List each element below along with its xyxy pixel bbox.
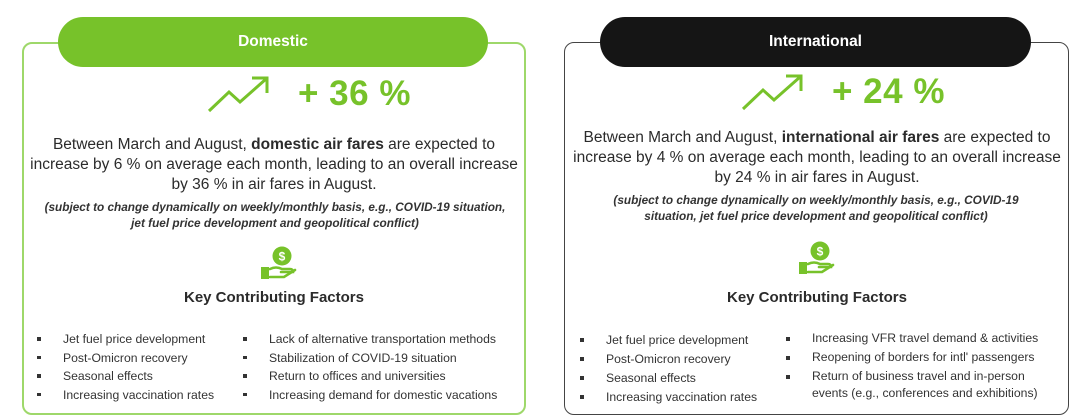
international-factors-right: Increasing VFR travel demand & activitie… (786, 330, 1056, 404)
international-description: Between March and August, international … (570, 128, 1064, 188)
domestic-factors-right: Lack of alternative transportation metho… (243, 330, 497, 404)
money-hand-icon: $ (799, 241, 835, 274)
international-header-label: International (768, 33, 862, 50)
list-item: Reopening of borders for intl' passenger… (786, 349, 1056, 366)
international-desc-end: are expected to increase by 4 % on avera… (573, 129, 1061, 186)
domestic-disclaimer: (subject to change dynamically on weekly… (44, 200, 506, 230)
domestic-stat: + 36 % (206, 74, 411, 114)
list-item: Return to offices and universities (243, 367, 497, 386)
list-item: Post-Omicron recovery (37, 349, 214, 368)
international-percent: + 24 % (832, 72, 945, 111)
list-item: Seasonal effects (37, 367, 214, 386)
domestic-factors-title: Key Contributing Factors (183, 289, 364, 306)
international-factors-left: Jet fuel price development Post-Omicron … (580, 331, 757, 407)
international-stat: + 24 % (740, 72, 945, 112)
list-item: Jet fuel price development (580, 331, 757, 350)
money-hand-icon: $ (261, 246, 297, 279)
list-item: Increasing VFR travel demand & activitie… (786, 330, 1056, 347)
domestic-header: Domestic (58, 17, 488, 67)
domestic-desc-end: are expected to increase by 6 % on avera… (30, 136, 518, 193)
domestic-desc-start: Between March and August, (52, 136, 252, 153)
international-header: International (600, 17, 1031, 67)
list-item: Lack of alternative transportation metho… (243, 330, 497, 349)
international-desc-bold: international air fares (781, 129, 940, 146)
domestic-factors-left: Jet fuel price development Post-Omicron … (37, 330, 214, 404)
svg-text:$: $ (279, 250, 286, 264)
domestic-desc-bold: domestic air fares (251, 136, 384, 153)
list-item: Return of business travel and in-person … (786, 368, 1056, 402)
domestic-description: Between March and August, domestic air f… (26, 135, 522, 195)
trend-up-arrow-icon (207, 76, 269, 113)
international-desc-start: Between March and August, (583, 129, 782, 146)
list-item: Post-Omicron recovery (580, 350, 757, 369)
international-disclaimer: (subject to change dynamically on weekly… (613, 193, 1019, 223)
domestic-percent: + 36 % (298, 74, 411, 113)
trend-up-arrow-icon (741, 74, 803, 111)
domestic-header-label: Domestic (238, 33, 308, 50)
list-item: Increasing vaccination rates (580, 388, 757, 407)
list-item: Seasonal effects (580, 369, 757, 388)
svg-text:$: $ (817, 245, 824, 259)
list-item: Increasing vaccination rates (37, 386, 214, 405)
list-item: Jet fuel price development (37, 330, 214, 349)
list-item: Stabilization of COVID-19 situation (243, 349, 497, 368)
list-item: Increasing demand for domestic vacations (243, 386, 497, 405)
international-factors-title: Key Contributing Factors (726, 289, 907, 306)
